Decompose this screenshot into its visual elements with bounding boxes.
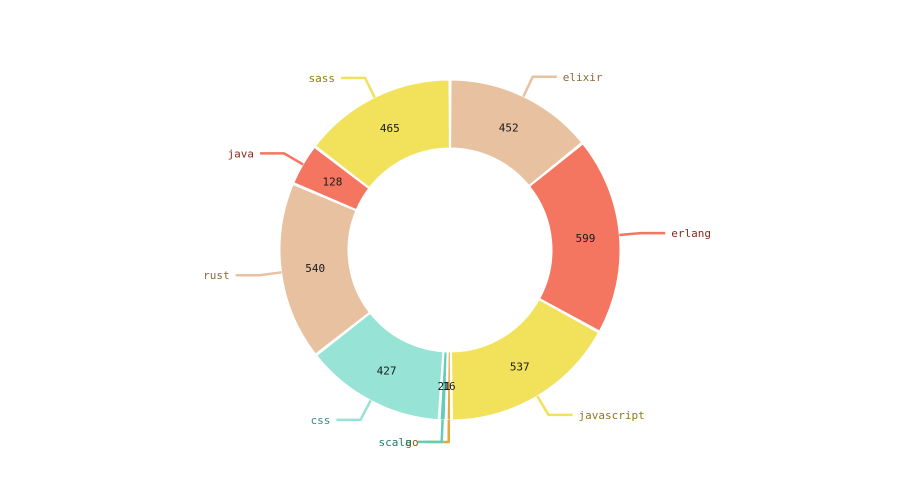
leader-line-sass <box>340 76 376 99</box>
slices-group <box>279 79 621 421</box>
slice-label-css: css <box>311 414 331 427</box>
slice-label-go: go <box>405 436 418 449</box>
slice-go[interactable] <box>446 351 451 421</box>
slice-value-sass: 465 <box>380 122 400 135</box>
slice-rust[interactable] <box>279 184 370 355</box>
slice-value-elixir: 452 <box>499 121 519 134</box>
slice-label-java: java <box>228 147 255 160</box>
slice-elixir[interactable] <box>450 79 583 186</box>
slice-label-rust: rust <box>203 269 230 282</box>
slice-value-css: 427 <box>377 364 397 377</box>
slice-value-javascript: 537 <box>510 361 530 374</box>
slice-label-erlang: erlang <box>671 227 711 240</box>
slice-value-scala: 21 <box>437 380 450 393</box>
slice-label-scala: scala <box>379 436 412 449</box>
leader-line-rust <box>235 271 282 277</box>
slice-value-java: 128 <box>323 176 343 189</box>
slice-label-elixir: elixir <box>563 71 603 84</box>
slice-value-rust: 540 <box>305 262 325 275</box>
leader-line-css <box>336 399 372 422</box>
leader-line-elixir <box>522 75 557 98</box>
slice-java[interactable] <box>293 146 370 211</box>
slice-label-javascript: javascript <box>578 409 644 422</box>
leader-line-erlang <box>619 231 666 237</box>
slice-javascript[interactable] <box>451 299 599 421</box>
slice-value-erlang: 599 <box>576 232 596 245</box>
leader-line-scala <box>417 419 444 444</box>
slice-value-go: 16 <box>442 380 455 393</box>
slice-label-sass: sass <box>308 72 335 85</box>
slice-erlang[interactable] <box>529 143 621 332</box>
leader-line-go <box>424 419 451 444</box>
slice-sass[interactable] <box>315 79 450 189</box>
leader-line-javascript <box>536 395 573 417</box>
leader-line-java <box>260 152 304 166</box>
slice-css[interactable] <box>316 312 444 421</box>
slice-scala[interactable] <box>439 351 448 421</box>
